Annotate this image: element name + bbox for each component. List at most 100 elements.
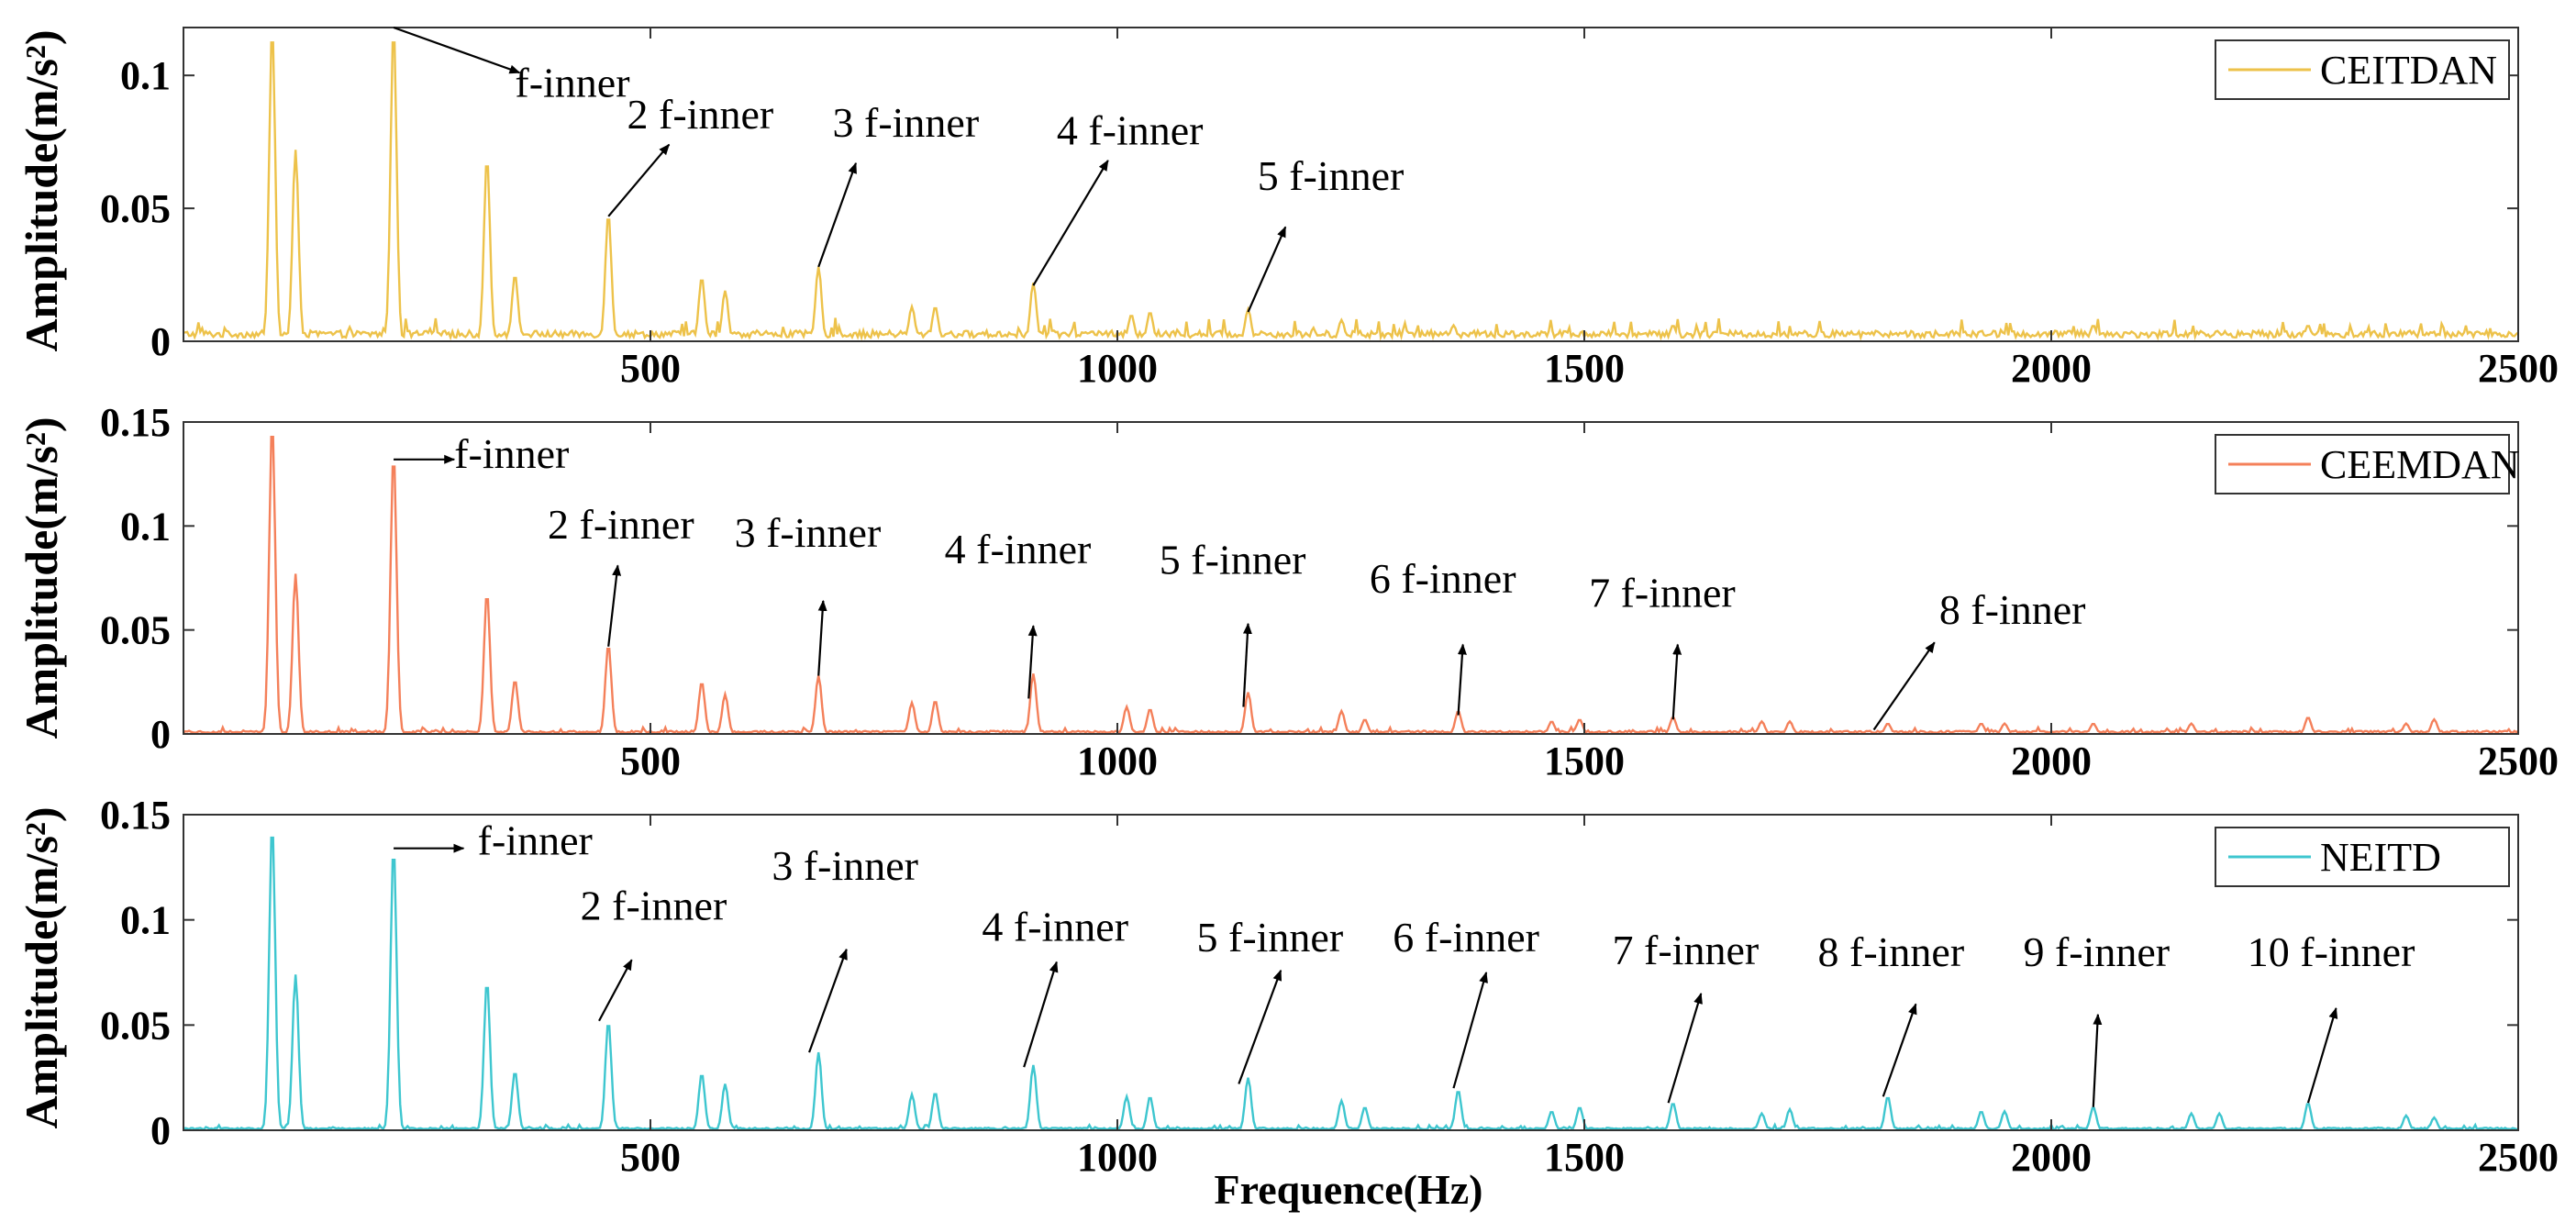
ceitdan-annotation-arrow bbox=[1247, 226, 1287, 313]
neitd-legend-label: NEITD bbox=[2320, 835, 2441, 880]
neitd-annotation-arrow bbox=[2092, 1013, 2103, 1107]
ceitdan-annotation-arrow bbox=[607, 143, 671, 217]
neitd-x-tick-label: 500 bbox=[620, 1135, 681, 1180]
ceemdan-annotation-arrow bbox=[1457, 643, 1467, 716]
ceemdan-annotation-label: 4 f-inner bbox=[945, 526, 1092, 572]
ceitdan-x-tick-label: 1000 bbox=[1077, 346, 1158, 391]
ceemdan-annotation-arrow bbox=[1671, 643, 1682, 720]
ceemdan-ticks: 500 1000 1500 2000 2500 0 0.05 0.1 0.15 bbox=[100, 400, 2559, 783]
neitd-x-tick-label: 2000 bbox=[2011, 1135, 2092, 1180]
neitd-plot-area bbox=[183, 814, 2519, 1131]
neitd-annotation-arrow bbox=[1667, 992, 1703, 1104]
ceemdan-annotation-label: f-inner bbox=[454, 430, 569, 477]
neitd-x-tick-label: 2500 bbox=[2478, 1135, 2559, 1180]
ceitdan-legend-label: CEITDAN bbox=[2320, 48, 2497, 93]
ceitdan-x-tick-label: 2500 bbox=[2478, 346, 2559, 391]
ceemdan-annotation-label: 5 f-inner bbox=[1160, 536, 1306, 583]
ceemdan-annotation-arrow bbox=[607, 564, 622, 647]
ceitdan-annotation-arrow bbox=[393, 26, 521, 74]
neitd-x-tick-label: 1500 bbox=[1544, 1135, 1625, 1180]
ceemdan-annotation-arrow bbox=[817, 599, 827, 676]
ceitdan-x-tick-label: 2000 bbox=[2011, 346, 2092, 391]
ceitdan-y-tick-label: 0.05 bbox=[100, 186, 171, 231]
ceemdan-annotation-label: 3 f-inner bbox=[735, 509, 882, 556]
ceemdan-series-line bbox=[183, 436, 2518, 734]
ceitdan-legend-box bbox=[2215, 39, 2510, 100]
neitd-annotation-label: 2 f-inner bbox=[581, 883, 727, 929]
neitd-annotation-arrow bbox=[1238, 969, 1282, 1084]
ceemdan-x-tick-label: 1000 bbox=[1077, 739, 1158, 783]
ceitdan-plot-area bbox=[183, 27, 2519, 342]
ceemdan-x-tick-label: 2500 bbox=[2478, 739, 2559, 783]
neitd-y-tick-label: 0 bbox=[150, 1108, 171, 1153]
ceemdan-annotations: f-inner 2 f-inner 3 f-inner 4 f-inner 5 f-in… bbox=[394, 430, 2086, 731]
panel-ceemdan: 500 1000 1500 2000 2500 0 0.05 0.1 0.15 f-inner 2… bbox=[16, 400, 2559, 783]
ceitdan-x-tick-label: 1500 bbox=[1544, 346, 1625, 391]
ceitdan-annotation-arrow bbox=[817, 161, 857, 268]
neitd-annotation-arrow bbox=[1882, 1003, 1917, 1097]
ceemdan-y-tick-label: 0.15 bbox=[100, 400, 171, 445]
neitd-annotation-arrow bbox=[1023, 961, 1059, 1068]
neitd-legend: NEITD bbox=[2215, 827, 2510, 887]
neitd-y-axis-label: Amplitude(m/s²) bbox=[16, 806, 67, 1128]
neitd-x-tick-label: 1000 bbox=[1077, 1135, 1158, 1180]
x-axis-label: Frequence(Hz) bbox=[1215, 1166, 1483, 1213]
ceemdan-x-tick-label: 2000 bbox=[2011, 739, 2092, 783]
ceitdan-annotation-label: f-inner bbox=[515, 59, 629, 106]
ceitdan-legend: CEITDAN bbox=[2215, 39, 2510, 100]
neitd-annotation-label: 8 f-inner bbox=[1818, 928, 1965, 975]
neitd-series-line bbox=[183, 836, 2518, 1130]
ceemdan-axes-box bbox=[183, 421, 2519, 735]
neitd-annotation-arrow bbox=[1452, 972, 1488, 1089]
ceitdan-ticks: 500 1000 1500 2000 2500 0 0.05 0.1 bbox=[100, 28, 2559, 391]
ceitdan-y-axis-label: Amplitude(m/s²) bbox=[16, 29, 67, 351]
ceitdan-annotation-label: 2 f-inner bbox=[627, 91, 774, 138]
neitd-annotation-label: f-inner bbox=[478, 817, 593, 864]
neitd-annotation-label: 5 f-inner bbox=[1197, 914, 1344, 961]
ceemdan-y-tick-label: 0 bbox=[150, 712, 171, 757]
neitd-annotation-arrow bbox=[2306, 1007, 2338, 1104]
panel-neitd: 500 1000 1500 2000 2500 0 0.05 0.1 0.15 f-inner 2… bbox=[16, 793, 2559, 1180]
ceemdan-y-tick-label: 0.1 bbox=[120, 504, 171, 549]
neitd-annotation-arrow bbox=[808, 948, 848, 1053]
neitd-annotation-label: 10 f-inner bbox=[2248, 928, 2415, 975]
ceitdan-y-tick-label: 0 bbox=[150, 319, 171, 364]
neitd-axes-box bbox=[183, 814, 2519, 1131]
neitd-annotation-label: 3 f-inner bbox=[772, 842, 918, 889]
ceitdan-x-tick-label: 500 bbox=[620, 346, 681, 391]
neitd-y-tick-label: 0.05 bbox=[100, 1003, 171, 1048]
ceemdan-annotation-label: 8 f-inner bbox=[1939, 586, 2086, 633]
ceemdan-y-tick-label: 0.05 bbox=[100, 608, 171, 653]
ceemdan-annotation-arrow bbox=[1872, 641, 1936, 731]
ceemdan-y-axis-label: Amplitude(m/s²) bbox=[16, 417, 67, 739]
ceitdan-series-line bbox=[183, 41, 2518, 341]
ceemdan-legend: CEEMDAN bbox=[2215, 434, 2520, 494]
neitd-annotation-arrow bbox=[598, 959, 633, 1022]
ceemdan-x-tick-label: 500 bbox=[620, 739, 681, 783]
ceitdan-annotation-arrow bbox=[1032, 160, 1109, 286]
neitd-y-tick-label: 0.1 bbox=[120, 898, 171, 943]
neitd-annotations: f-inner 2 f-inner 3 f-inner 4 f-inner 5 f-in… bbox=[394, 817, 2415, 1107]
ceemdan-annotation-label: 2 f-inner bbox=[548, 501, 694, 548]
neitd-annotation-label: 9 f-inner bbox=[2023, 928, 2170, 975]
neitd-annotation-label: 4 f-inner bbox=[982, 904, 1128, 950]
neitd-annotation-label: 7 f-inner bbox=[1613, 927, 1760, 973]
ceemdan-annotation-arrow bbox=[1242, 622, 1252, 707]
ceemdan-annotation-label: 6 f-inner bbox=[1370, 555, 1516, 602]
neitd-y-tick-label: 0.15 bbox=[100, 793, 171, 838]
ceemdan-plot-area bbox=[183, 421, 2519, 735]
ceitdan-annotation-label: 5 f-inner bbox=[1258, 152, 1405, 199]
ceemdan-annotation-arrow bbox=[1027, 625, 1038, 699]
ceemdan-x-tick-label: 1500 bbox=[1544, 739, 1625, 783]
ceitdan-annotation-label: 3 f-inner bbox=[833, 99, 980, 146]
ceitdan-y-tick-label: 0.1 bbox=[120, 53, 171, 98]
ceemdan-legend-label: CEEMDAN bbox=[2320, 442, 2520, 487]
ceitdan-annotation-label: 4 f-inner bbox=[1057, 107, 1204, 154]
ceemdan-annotation-label: 7 f-inner bbox=[1589, 570, 1736, 617]
neitd-ticks: 500 1000 1500 2000 2500 0 0.05 0.1 0.15 bbox=[100, 793, 2559, 1180]
neitd-annotation-label: 6 f-inner bbox=[1393, 914, 1539, 961]
ceitdan-axes-box bbox=[183, 27, 2519, 342]
